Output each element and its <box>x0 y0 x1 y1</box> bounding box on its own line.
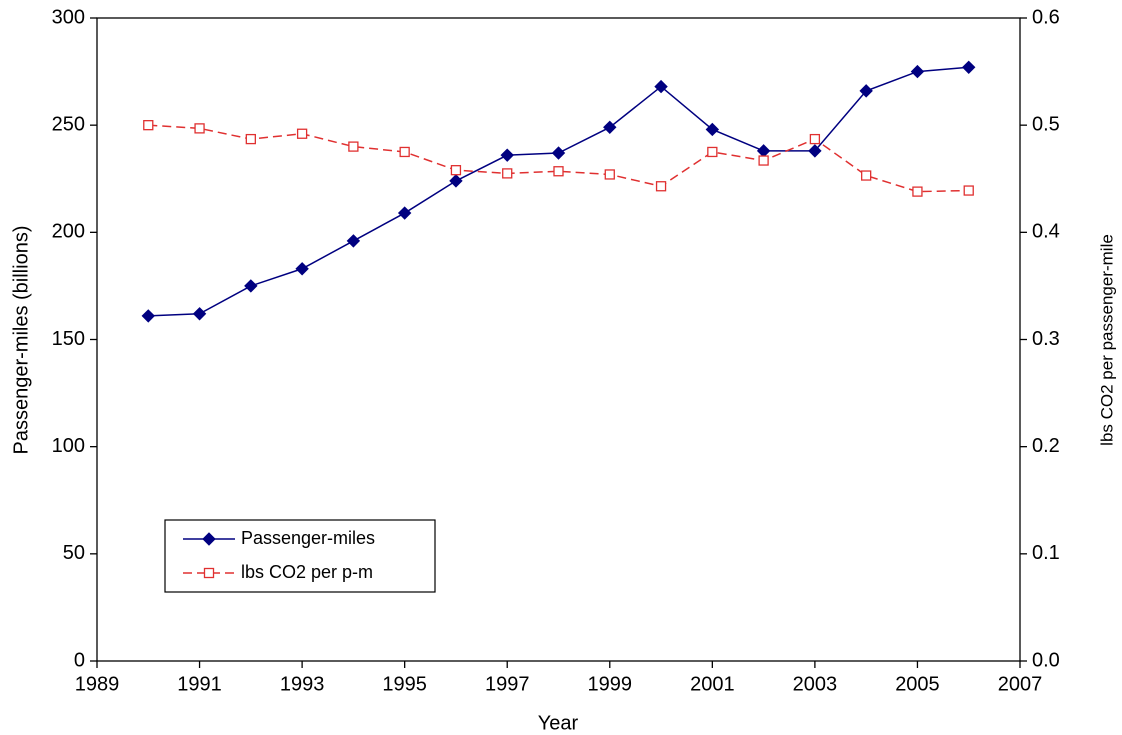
y2-tick-label: 0.0 <box>1032 649 1060 671</box>
marker <box>758 155 769 166</box>
marker <box>295 262 309 276</box>
legend-marker <box>203 567 215 579</box>
marker <box>654 79 668 94</box>
x-tick-label: 1993 <box>280 673 325 695</box>
marker <box>194 123 205 134</box>
y2-tick-label: 0.3 <box>1032 328 1060 350</box>
y-tick-label: 300 <box>52 6 85 28</box>
x-tick-label: 1999 <box>588 673 633 695</box>
y2-tick-label: 0.6 <box>1032 6 1060 28</box>
y2-tick-label: 0.2 <box>1032 435 1060 457</box>
legend: Passenger-miles lbs CO2 per p-m <box>164 519 436 593</box>
legend-marker <box>202 532 216 546</box>
y2-tick-label: 0.1 <box>1032 542 1060 564</box>
legend-box <box>164 519 436 593</box>
y-tick-label: 50 <box>63 542 85 564</box>
marker <box>655 181 667 192</box>
x-tick-label: 1995 <box>382 673 427 695</box>
x-tick-label: 2003 <box>793 673 838 695</box>
marker <box>346 234 361 248</box>
legend-label: lbs CO2 per p-m <box>241 562 373 582</box>
x-tick-label: 2005 <box>895 673 940 695</box>
marker <box>296 128 308 139</box>
marker <box>756 144 771 158</box>
marker <box>910 64 925 79</box>
legend-label: Passenger-miles <box>241 528 375 548</box>
marker <box>604 169 615 180</box>
x-tick-label: 1997 <box>485 673 530 695</box>
x-axis-label: Year <box>538 712 579 734</box>
marker <box>859 84 873 98</box>
marker <box>502 168 513 179</box>
marker <box>348 141 359 152</box>
marker <box>141 309 155 323</box>
x-tick-label: 2007 <box>998 673 1043 695</box>
x-tick-label: 1991 <box>177 673 222 695</box>
marker <box>449 174 463 188</box>
marker <box>143 120 154 131</box>
marker <box>861 170 872 181</box>
marker <box>244 279 258 293</box>
marker <box>245 133 256 145</box>
marker <box>603 120 617 135</box>
marker <box>705 122 720 137</box>
y2-tick-label: 0.4 <box>1032 221 1060 243</box>
marker <box>397 206 412 220</box>
marker <box>553 166 564 177</box>
y-tick-label: 0 <box>74 649 85 671</box>
marker <box>551 146 566 160</box>
marker <box>192 307 207 321</box>
marker <box>500 148 514 162</box>
y2-tick-label: 0.5 <box>1032 113 1060 135</box>
x-tick-label: 1989 <box>75 673 120 695</box>
marker <box>399 146 410 158</box>
marker <box>962 60 976 75</box>
y-axis-label: Passenger-miles (billions) <box>10 226 32 455</box>
y-tick-label: 200 <box>52 221 85 243</box>
marker <box>912 186 923 197</box>
marker <box>707 146 718 158</box>
x-tick-label: 2001 <box>690 673 735 695</box>
marker <box>963 185 974 196</box>
y-tick-label: 150 <box>52 328 85 350</box>
y-tick-label: 250 <box>52 113 85 135</box>
series-line <box>148 66 969 317</box>
y-tick-label: 100 <box>52 435 85 457</box>
marker <box>450 165 462 176</box>
y2-axis-label: lbs CO2 per passenger-mile <box>1097 234 1116 446</box>
marker <box>809 133 821 145</box>
marker <box>808 144 822 158</box>
